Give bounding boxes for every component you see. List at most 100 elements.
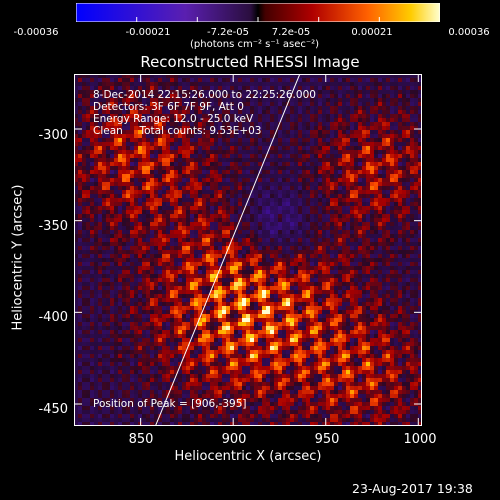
heatmap-cell — [170, 154, 174, 158]
heatmap-cell — [86, 98, 90, 102]
heatmap-cell — [98, 138, 102, 142]
heatmap-cell — [306, 86, 310, 90]
heatmap-cell — [350, 214, 354, 218]
heatmap-cell — [394, 254, 398, 258]
heatmap-cell — [246, 130, 250, 134]
heatmap-cell — [110, 278, 114, 282]
heatmap-cell — [326, 170, 330, 174]
heatmap-cell — [150, 82, 154, 86]
heatmap-cell — [166, 106, 170, 110]
heatmap-cell — [306, 94, 310, 98]
heatmap-cell — [366, 178, 370, 182]
heatmap-cell — [390, 78, 394, 82]
heatmap-cell — [154, 82, 158, 86]
heatmap-cell — [174, 246, 178, 250]
heatmap-cell — [402, 262, 406, 266]
heatmap-cell — [94, 210, 98, 214]
heatmap-cell — [258, 106, 262, 110]
heatmap-cell — [158, 210, 162, 214]
heatmap-cell — [190, 274, 194, 278]
heatmap-cell — [82, 122, 86, 126]
heatmap-cell — [94, 218, 98, 222]
heatmap-cell — [238, 98, 242, 102]
heatmap-cell — [226, 174, 230, 178]
heatmap-cell — [90, 282, 94, 286]
heatmap-cell — [114, 258, 118, 262]
heatmap-cell — [166, 222, 170, 226]
heatmap-cell — [162, 110, 166, 114]
heatmap-cell — [374, 298, 378, 302]
heatmap-cell — [190, 190, 194, 194]
heatmap-cell — [78, 98, 82, 102]
heatmap-cell — [362, 98, 366, 102]
heatmap-cell — [382, 150, 386, 154]
heatmap-cell — [334, 198, 338, 202]
heatmap-cell — [302, 262, 306, 266]
heatmap-cell — [290, 110, 294, 114]
heatmap-cell — [202, 86, 206, 90]
heatmap-cell — [366, 298, 370, 302]
heatmap-cell — [406, 294, 410, 298]
heatmap-cell — [138, 106, 142, 110]
heatmap-cell — [318, 174, 322, 178]
heatmap-cell — [298, 198, 302, 202]
colorbar-tick: -0.00021 — [125, 27, 171, 38]
heatmap-cell — [246, 286, 250, 290]
heatmap-cell — [386, 186, 390, 190]
heatmap-cell — [350, 126, 354, 130]
heatmap-cell — [242, 174, 246, 178]
heatmap-cell — [410, 206, 414, 210]
heatmap-cell — [182, 174, 186, 178]
heatmap-cell — [126, 178, 130, 182]
heatmap-cell — [122, 166, 126, 170]
heatmap-cell — [366, 218, 370, 222]
heatmap-cell — [330, 154, 334, 158]
heatmap-cell — [262, 166, 266, 170]
heatmap-cell — [370, 170, 374, 174]
heatmap-cell — [118, 282, 122, 286]
heatmap-cell — [82, 94, 86, 98]
heatmap-cell — [290, 274, 294, 278]
heatmap-cell — [166, 74, 170, 78]
heatmap-cell — [338, 154, 342, 158]
heatmap-cell — [150, 102, 154, 106]
heatmap-cell — [406, 142, 410, 146]
heatmap-cell — [126, 138, 130, 142]
heatmap-cell — [210, 282, 214, 286]
heatmap-cell — [82, 146, 86, 150]
heatmap-cell — [130, 138, 134, 142]
heatmap-cell — [242, 114, 246, 118]
heatmap-cell — [138, 98, 142, 102]
heatmap-cell — [142, 246, 146, 250]
heatmap-cell — [398, 266, 402, 270]
heatmap-cell — [182, 258, 186, 262]
heatmap-cell — [410, 114, 414, 118]
heatmap-cell — [98, 102, 102, 106]
heatmap-cell — [302, 126, 306, 130]
heatmap-cell — [402, 134, 406, 138]
heatmap-cell — [90, 90, 94, 94]
heatmap-cell — [418, 274, 422, 278]
heatmap-cell — [310, 110, 314, 114]
heatmap-cell — [266, 194, 270, 198]
heatmap-cell — [78, 178, 82, 182]
heatmap-cell — [270, 270, 274, 274]
heatmap-cell — [294, 102, 298, 106]
heatmap-cell — [138, 118, 142, 122]
heatmap-cell — [342, 118, 346, 122]
heatmap-cell — [238, 286, 242, 290]
heatmap-cell — [270, 74, 274, 78]
heatmap-cell — [198, 86, 202, 90]
heatmap-cell — [334, 114, 338, 118]
heatmap-cell — [114, 210, 118, 214]
heatmap-cell — [222, 186, 226, 190]
heatmap-cell — [106, 178, 110, 182]
heatmap-cell — [282, 118, 286, 122]
heatmap-cell — [158, 226, 162, 230]
heatmap-cell — [102, 106, 106, 110]
heatmap-cell — [402, 182, 406, 186]
heatmap-cell — [190, 106, 194, 110]
heatmap-cell — [334, 170, 338, 174]
heatmap-cell — [366, 190, 370, 194]
heatmap-cell — [358, 286, 362, 290]
